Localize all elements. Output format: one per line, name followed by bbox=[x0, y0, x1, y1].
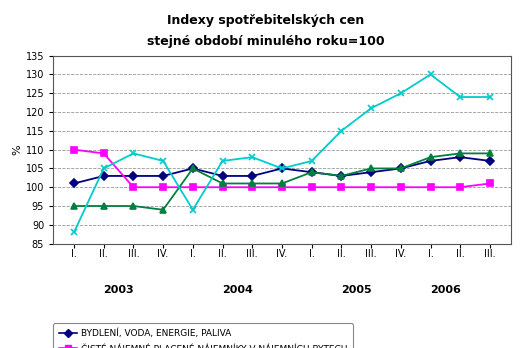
Text: 2004: 2004 bbox=[222, 285, 253, 295]
Text: 2005: 2005 bbox=[341, 285, 371, 295]
Y-axis label: %: % bbox=[13, 144, 23, 155]
Legend: BYDLENÍ, VODA, ENERGIE, PALIVA, ČISTÉ NÁJEMNÉ PLACENÉ NÁJEMNÍKY V NÁJEMNÍCH BYTE: BYDLENÍ, VODA, ENERGIE, PALIVA, ČISTÉ NÁ… bbox=[53, 323, 353, 348]
Text: stejné období minulého roku=100: stejné období minulého roku=100 bbox=[147, 35, 385, 48]
Text: 2006: 2006 bbox=[430, 285, 461, 295]
Text: 2003: 2003 bbox=[103, 285, 134, 295]
Text: Indexy spotřebitelských cen: Indexy spotřebitelských cen bbox=[168, 14, 364, 27]
